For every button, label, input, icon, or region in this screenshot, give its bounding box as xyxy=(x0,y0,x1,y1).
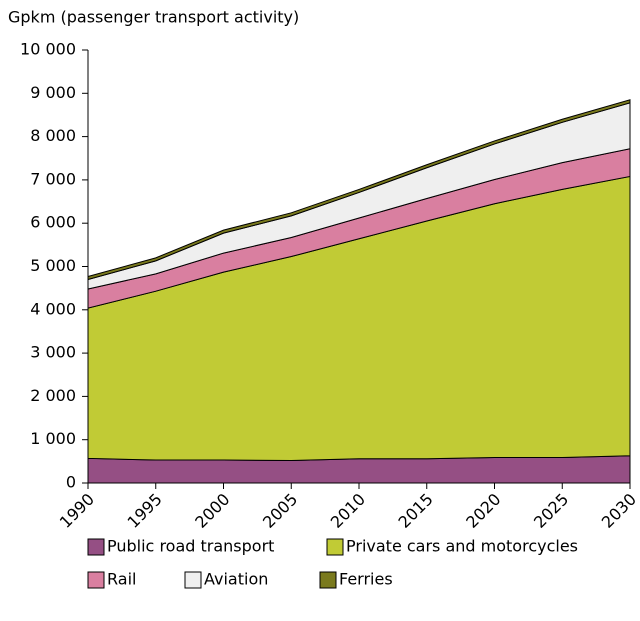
x-tick-label: 2020 xyxy=(462,490,504,532)
legend-swatch xyxy=(184,571,202,589)
legend-swatch xyxy=(87,571,105,589)
y-tick-label: 7 000 xyxy=(30,169,76,188)
legend-label: Private cars and motorcycles xyxy=(346,537,578,556)
legend-swatch xyxy=(326,538,344,556)
x-tick-label: 1995 xyxy=(124,490,166,532)
y-tick-label: 2 000 xyxy=(30,386,76,405)
x-tick-label: 2005 xyxy=(259,490,301,532)
legend-label: Public road transport xyxy=(107,537,274,556)
x-tick-label: 2010 xyxy=(327,490,369,532)
y-tick-label: 9 000 xyxy=(30,83,76,102)
legend-label: Ferries xyxy=(339,570,393,589)
y-axis-label: Gpkm (passenger transport activity) xyxy=(8,8,299,27)
x-tick-label: 2030 xyxy=(598,490,640,532)
legend-swatch xyxy=(87,538,105,556)
area xyxy=(87,99,631,281)
x-tick-label: 2025 xyxy=(530,490,572,532)
y-tick-label: 0 xyxy=(66,473,76,492)
y-tick-label: 10 000 xyxy=(20,40,76,59)
legend-label: Aviation xyxy=(204,570,268,589)
y-tick-label: 6 000 xyxy=(30,213,76,232)
y-tick-label: 4 000 xyxy=(30,299,76,318)
x-tick-label: 2015 xyxy=(395,490,437,532)
legend-swatch xyxy=(319,571,337,589)
y-tick-label: 5 000 xyxy=(30,256,76,275)
y-tick-label: 1 000 xyxy=(30,429,76,448)
x-tick-label: 2000 xyxy=(191,490,233,532)
y-tick-label: 8 000 xyxy=(30,126,76,145)
legend-label: Rail xyxy=(107,570,136,589)
x-tick-label: 1990 xyxy=(56,490,98,532)
y-tick-label: 3 000 xyxy=(30,343,76,362)
